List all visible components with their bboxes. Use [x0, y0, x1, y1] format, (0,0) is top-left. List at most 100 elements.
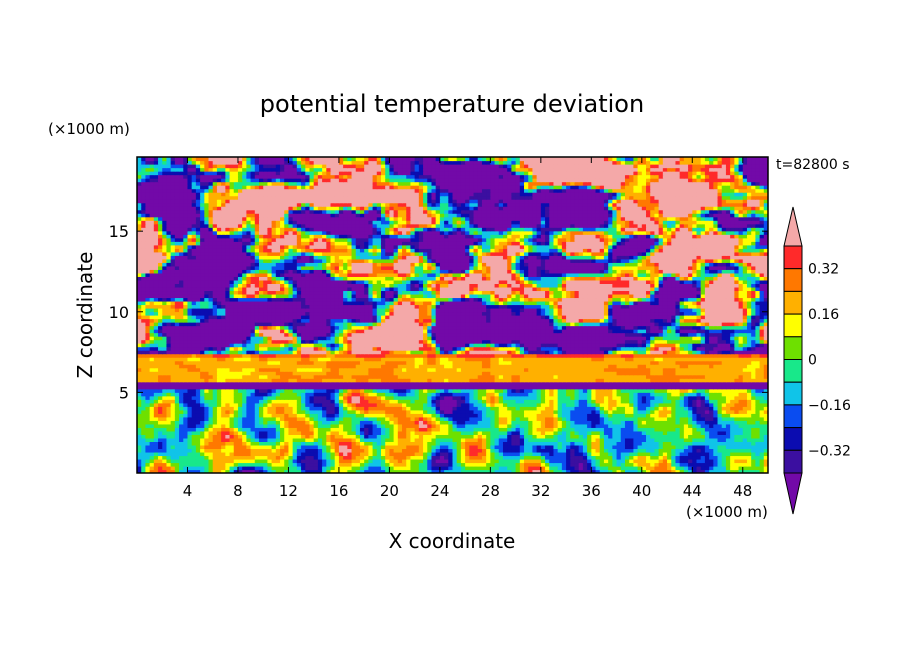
field-cell	[406, 413, 412, 418]
field-cell	[742, 420, 748, 425]
field-cell	[296, 437, 302, 442]
field-cell	[759, 364, 765, 369]
field-cell	[418, 437, 424, 442]
field-cell	[683, 392, 689, 397]
field-cell	[738, 409, 744, 414]
field-cell	[755, 444, 761, 450]
field-cell	[296, 360, 302, 365]
field-cell	[688, 451, 693, 457]
field-cell	[271, 427, 277, 432]
field-cell	[675, 406, 681, 411]
field-cell	[355, 378, 361, 383]
field-cell	[549, 395, 555, 400]
field-cell	[545, 381, 550, 386]
field-cell	[149, 455, 155, 460]
field-cell	[553, 451, 559, 457]
field-cell	[439, 451, 445, 457]
field-cell	[519, 437, 525, 442]
field-cell	[389, 458, 395, 464]
field-cell	[322, 399, 327, 404]
field-cell	[574, 371, 580, 376]
field-cell	[166, 413, 172, 418]
field-cell	[650, 441, 656, 446]
field-cell	[587, 357, 592, 362]
field-cell	[759, 385, 765, 390]
field-cell	[284, 395, 290, 400]
field-cell	[696, 399, 702, 404]
field-cell	[498, 465, 504, 471]
field-cell	[305, 441, 311, 446]
field-cell	[280, 448, 285, 453]
field-cell	[599, 406, 605, 411]
field-cell	[200, 357, 205, 362]
field-cell	[494, 455, 500, 460]
field-cell	[389, 427, 395, 432]
field-cell	[229, 423, 235, 428]
field-cell	[410, 465, 416, 471]
field-cell	[755, 434, 761, 439]
field-cell	[709, 381, 714, 386]
field-cell	[380, 458, 386, 464]
field-cell	[452, 448, 458, 453]
field-cell	[536, 455, 542, 460]
field-cell	[465, 402, 470, 407]
field-cell	[284, 434, 290, 439]
field-cell	[545, 448, 550, 453]
field-cell	[654, 469, 660, 473]
field-cell	[532, 388, 538, 393]
field-cell	[359, 367, 365, 372]
field-cell	[170, 423, 176, 428]
field-cell	[435, 434, 441, 439]
field-cell	[507, 395, 512, 400]
field-cell	[725, 357, 731, 362]
field-cell	[414, 444, 420, 450]
field-cell	[275, 455, 281, 460]
field-cell	[301, 465, 306, 471]
field-cell	[301, 434, 306, 439]
field-cell	[587, 469, 592, 473]
field-cell	[267, 381, 273, 386]
field-cell	[263, 455, 269, 460]
field-cell	[410, 441, 416, 446]
field-cell	[410, 374, 416, 379]
field-cell	[330, 469, 336, 473]
field-cell	[418, 462, 424, 467]
field-cell	[662, 395, 668, 400]
field-cell	[612, 437, 618, 442]
field-cell	[343, 395, 348, 400]
field-cell	[402, 413, 407, 418]
field-cell	[309, 367, 315, 372]
field-cell	[397, 416, 403, 421]
field-cell	[200, 427, 205, 432]
field-cell	[494, 469, 500, 473]
field-cell	[502, 427, 508, 432]
field-cell	[359, 406, 365, 411]
field-cell	[200, 409, 205, 414]
field-cell	[280, 462, 285, 467]
field-cell	[170, 441, 176, 446]
field-cell	[486, 455, 491, 460]
field-cell	[603, 385, 609, 390]
field-cell	[494, 420, 500, 425]
field-cell	[725, 416, 731, 421]
field-cell	[536, 395, 542, 400]
field-cell	[502, 458, 508, 464]
field-cell	[221, 462, 226, 467]
field-cell	[368, 444, 374, 450]
field-cell	[267, 360, 273, 365]
field-cell	[267, 399, 273, 404]
field-cell	[456, 420, 462, 425]
field-cell	[465, 395, 470, 400]
field-cell	[330, 420, 336, 425]
field-cell	[233, 458, 239, 464]
field-cell	[498, 406, 504, 411]
field-cell	[162, 357, 168, 362]
field-cell	[431, 388, 437, 393]
field-cell	[582, 392, 588, 397]
field-cell	[456, 367, 462, 372]
field-cell	[683, 378, 689, 383]
field-cell	[608, 395, 613, 400]
field-cell	[460, 406, 466, 411]
field-cell	[582, 406, 588, 411]
field-cell	[212, 374, 218, 379]
